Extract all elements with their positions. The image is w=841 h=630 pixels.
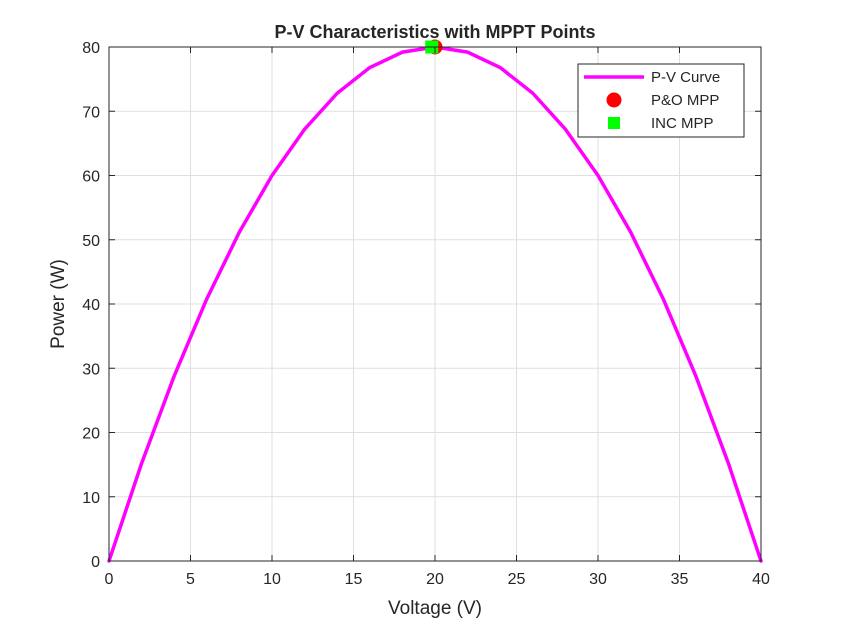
x-tick-label: 0 <box>105 571 114 588</box>
legend-symbol-square <box>608 117 620 129</box>
x-tick-label: 25 <box>508 571 526 588</box>
legend-entry-label: INC MPP <box>651 115 714 132</box>
y-tick-label: 50 <box>82 233 100 250</box>
y-tick-label: 10 <box>82 490 100 507</box>
y-tick-label: 60 <box>82 169 100 186</box>
x-tick-label: 35 <box>671 571 689 588</box>
y-tick-label: 20 <box>82 426 100 443</box>
axis-ticks: 0 5 10 15 20 25 30 35 40 0 10 20 30 40 50 60 70 80 <box>82 40 770 588</box>
legend-entry-label: P&O MPP <box>651 92 719 109</box>
x-axis-label: Voltage (V) <box>388 598 482 619</box>
y-axis-label: Power (W) <box>48 259 69 349</box>
y-tick-label: 40 <box>82 297 100 314</box>
x-tick-label: 5 <box>186 571 195 588</box>
x-tick-label: 15 <box>345 571 363 588</box>
y-tick-label: 30 <box>82 361 100 378</box>
y-tick-label: 80 <box>82 40 100 57</box>
y-tick-label: 0 <box>91 554 100 571</box>
chart-title: P-V Characteristics with MPPT Points <box>274 22 595 42</box>
x-tick-label: 20 <box>426 571 444 588</box>
x-tick-label: 30 <box>589 571 607 588</box>
grid <box>109 47 761 561</box>
legend-symbol-circle <box>606 92 622 108</box>
x-tick-label: 10 <box>263 571 281 588</box>
legend: P-V Curve P&O MPP INC MPP <box>577 63 745 138</box>
x-tick-label: 40 <box>752 571 770 588</box>
legend-entry-label: P-V Curve <box>651 69 720 86</box>
y-tick-label: 70 <box>82 104 100 121</box>
